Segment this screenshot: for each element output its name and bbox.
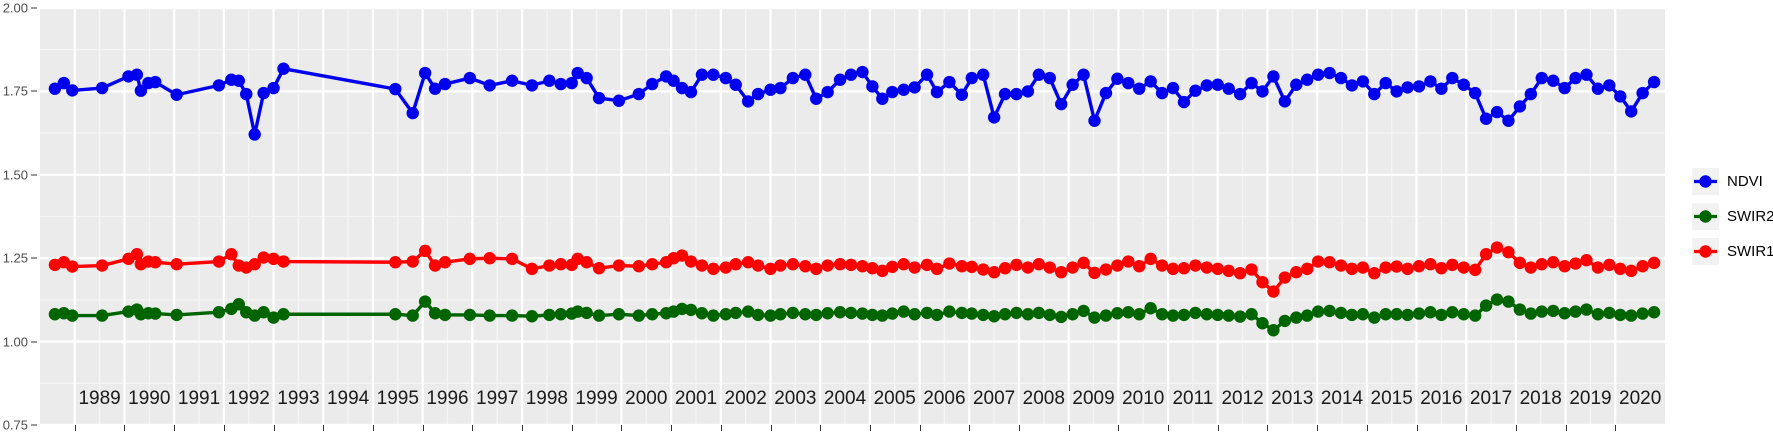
- x-tick-label: 2014: [1320, 388, 1364, 409]
- y-tick-mark: [31, 90, 37, 92]
- x-tick-label: 2000: [625, 388, 668, 409]
- x-tick-label: 1994: [326, 388, 370, 409]
- x-tick-mark: [1466, 425, 1468, 431]
- x-tick-mark: [1267, 425, 1269, 431]
- y-tick-mark: [31, 7, 37, 9]
- y-tick-label: 1.00: [2, 334, 28, 350]
- x-tick-label: 2010: [1122, 388, 1165, 409]
- legend-key-swatch: [1692, 203, 1719, 230]
- y-tick-mark: [31, 174, 37, 176]
- x-tick-mark: [1515, 425, 1517, 431]
- y-tick-mark: [31, 341, 37, 343]
- x-tick-label: 2011: [1172, 388, 1214, 409]
- x-tick-mark: [969, 425, 971, 431]
- x-axis: [40, 425, 1665, 442]
- x-tick-mark: [1217, 425, 1219, 431]
- x-tick-mark: [770, 425, 772, 431]
- x-tick-mark: [273, 425, 275, 431]
- x-tick-label: 2019: [1569, 388, 1612, 409]
- x-tick-mark: [720, 425, 722, 431]
- x-tick-mark: [621, 425, 623, 431]
- x-tick-label: 2018: [1519, 388, 1562, 409]
- y-tick-mark: [31, 257, 37, 259]
- x-tick-label: 1997: [476, 388, 519, 409]
- legend-item-swir1[interactable]: SWIR1: [1692, 238, 1773, 265]
- x-tick-mark: [919, 425, 921, 431]
- y-tick-label: 1.50: [2, 167, 28, 183]
- series-swir1: [48, 241, 1661, 298]
- x-tick-mark: [1317, 425, 1319, 431]
- x-tick-mark: [820, 425, 822, 431]
- x-tick-label: 2001: [674, 388, 718, 409]
- x-tick-label: 2020: [1619, 388, 1662, 409]
- legend-key-swatch: [1692, 238, 1719, 265]
- x-tick-mark: [1615, 425, 1617, 431]
- x-tick-mark: [1018, 425, 1020, 431]
- x-tick-mark: [1118, 425, 1120, 431]
- x-tick-mark: [1168, 425, 1170, 431]
- x-tick-label: 1996: [426, 388, 469, 409]
- x-tick-mark: [522, 425, 524, 431]
- x-tick-mark: [472, 425, 474, 431]
- x-tick-label: 1998: [525, 388, 569, 409]
- x-tick-mark: [223, 425, 225, 431]
- legend-item-swir2[interactable]: SWIR2: [1692, 203, 1773, 230]
- y-tick-label: 0.75: [2, 417, 28, 433]
- x-tick-mark: [1565, 425, 1567, 431]
- x-tick-mark: [869, 425, 871, 431]
- x-tick-label: 1989: [78, 388, 121, 409]
- x-tick-mark: [671, 425, 673, 431]
- x-tick-label: 2013: [1271, 388, 1314, 409]
- x-tick-label: 2008: [1022, 388, 1065, 409]
- x-tick-label: 2006: [923, 388, 966, 409]
- x-tick-mark: [323, 425, 325, 431]
- plot-svg: [40, 8, 1665, 425]
- legend-label: SWIR1: [1727, 243, 1773, 260]
- plot-panel: [40, 8, 1665, 425]
- series-swir2: [48, 293, 1661, 337]
- x-tick-mark: [1366, 425, 1368, 431]
- x-tick-label: 2004: [823, 388, 867, 409]
- x-tick-label: 2016: [1420, 388, 1463, 409]
- x-tick-label: 2017: [1469, 388, 1513, 409]
- chart-legend: NDVI SWIR2 SWIR1: [1692, 168, 1773, 265]
- series-ndvi: [48, 62, 1661, 141]
- x-tick-label: 1991: [177, 388, 221, 409]
- x-tick-label: 2005: [873, 388, 916, 409]
- y-tick-label: 1.75: [2, 83, 28, 99]
- x-tick-mark: [571, 425, 573, 431]
- x-tick-label: 1993: [277, 388, 320, 409]
- x-tick-mark: [422, 425, 424, 431]
- x-tick-label: 1992: [227, 388, 270, 409]
- x-tick-label: 2002: [724, 388, 767, 409]
- y-axis: 0.75 1.00 1.25 1.50 1.75 2.00: [0, 0, 40, 442]
- x-tick-mark: [124, 425, 126, 431]
- y-tick-label: 1.25: [2, 250, 28, 266]
- x-tick-mark: [1416, 425, 1418, 431]
- x-tick-label: 2009: [1072, 388, 1115, 409]
- y-tick-label: 2.00: [2, 0, 28, 16]
- x-tick-mark: [1068, 425, 1070, 431]
- x-tick-label: 2012: [1221, 388, 1264, 409]
- x-tick-mark: [74, 425, 76, 431]
- legend-key-swatch: [1692, 168, 1719, 195]
- x-tick-label: 1995: [376, 388, 419, 409]
- x-tick-mark: [372, 425, 374, 431]
- legend-label: SWIR2: [1727, 208, 1773, 225]
- x-tick-label: 1999: [575, 388, 618, 409]
- x-tick-label: 2015: [1370, 388, 1413, 409]
- x-tick-label: 1990: [128, 388, 171, 409]
- legend-item-ndvi[interactable]: NDVI: [1692, 168, 1773, 195]
- x-tick-mark: [174, 425, 176, 431]
- y-tick-mark: [31, 424, 37, 426]
- x-tick-label: 2003: [774, 388, 817, 409]
- legend-label: NDVI: [1727, 173, 1763, 190]
- x-tick-label: 2007: [972, 388, 1016, 409]
